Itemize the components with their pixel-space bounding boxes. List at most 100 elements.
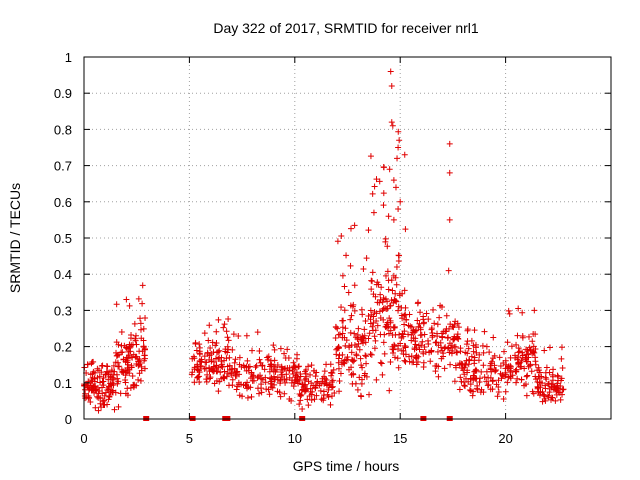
data-point	[394, 155, 401, 162]
data-point	[235, 379, 242, 386]
data-point	[269, 384, 276, 391]
data-point	[361, 332, 368, 339]
data-point	[546, 369, 553, 376]
data-point	[531, 307, 538, 314]
data-point	[204, 349, 211, 356]
data-point	[383, 306, 390, 313]
data-point	[113, 339, 120, 346]
data-point	[347, 262, 354, 269]
data-point	[446, 216, 453, 223]
data-point	[362, 318, 369, 324]
data-point	[486, 349, 493, 356]
data-point	[355, 325, 362, 332]
data-point	[105, 376, 112, 383]
data-point	[329, 377, 336, 384]
data-point	[410, 327, 417, 334]
data-point	[495, 389, 502, 396]
data-point	[334, 238, 341, 245]
data-point	[472, 366, 479, 373]
data-point	[545, 381, 552, 388]
data-point	[334, 325, 341, 332]
data-point	[529, 338, 536, 345]
data-point	[262, 374, 269, 381]
data-point	[391, 324, 398, 331]
data-point	[137, 315, 144, 322]
data-point	[126, 366, 133, 373]
data-point	[515, 360, 522, 367]
data-point	[370, 313, 377, 320]
data-point	[94, 393, 101, 400]
data-point	[371, 183, 378, 190]
data-point	[317, 387, 324, 394]
data-point	[347, 329, 354, 336]
data-point	[196, 373, 203, 380]
data-point	[357, 335, 364, 342]
chart-title: Day 322 of 2017, SRMTID for receiver nrl…	[213, 20, 479, 36]
data-point	[450, 336, 457, 343]
data-point	[428, 326, 435, 333]
data-point	[438, 344, 445, 351]
data-point	[558, 355, 565, 362]
data-point	[390, 272, 397, 279]
data-point	[513, 341, 520, 348]
data-point	[431, 320, 438, 327]
data-point	[386, 166, 393, 173]
data-point	[339, 351, 346, 358]
data-point	[541, 395, 548, 402]
data-point	[473, 367, 480, 374]
data-point	[397, 198, 404, 205]
data-point	[367, 153, 374, 160]
data-point	[277, 345, 284, 352]
data-point	[464, 326, 471, 333]
data-point	[235, 333, 242, 340]
data-point	[286, 396, 293, 403]
data-point	[198, 363, 205, 370]
data-point	[396, 137, 403, 144]
data-point	[379, 371, 386, 378]
data-point	[299, 405, 306, 412]
data-point	[213, 362, 220, 369]
data-point	[395, 144, 402, 151]
data-point	[449, 323, 456, 330]
data-point	[469, 392, 476, 399]
data-point	[293, 355, 300, 362]
data-point	[282, 379, 289, 386]
data-point	[449, 347, 456, 354]
data-point	[405, 331, 412, 338]
data-point	[216, 354, 223, 361]
data-point	[373, 176, 380, 183]
data-point	[391, 297, 398, 304]
data-point	[371, 345, 378, 352]
data-point	[524, 348, 531, 355]
data-point	[353, 352, 360, 359]
data-point	[367, 307, 374, 314]
data-point	[374, 322, 381, 329]
data-point	[206, 322, 213, 329]
data-point	[225, 337, 232, 344]
data-point	[532, 358, 539, 365]
data-point	[94, 384, 101, 391]
grid	[84, 57, 611, 419]
data-point	[393, 281, 400, 288]
data-point	[463, 341, 470, 348]
data-point	[207, 345, 214, 352]
data-point	[540, 391, 547, 398]
data-point	[297, 370, 304, 377]
data-point	[504, 339, 511, 346]
data-point	[370, 327, 377, 334]
data-point	[267, 375, 274, 382]
data-point	[115, 378, 122, 385]
data-point	[452, 318, 459, 325]
data-point	[240, 382, 247, 389]
data-point	[335, 355, 342, 362]
data-point	[395, 307, 402, 314]
data-point	[210, 363, 217, 370]
data-point	[304, 385, 311, 392]
data-point	[224, 369, 231, 376]
x-tick-label: 15	[393, 431, 407, 446]
data-point	[106, 394, 113, 401]
data-point	[487, 374, 494, 381]
data-point	[278, 364, 285, 371]
data-point	[434, 330, 441, 337]
data-point	[454, 349, 461, 356]
